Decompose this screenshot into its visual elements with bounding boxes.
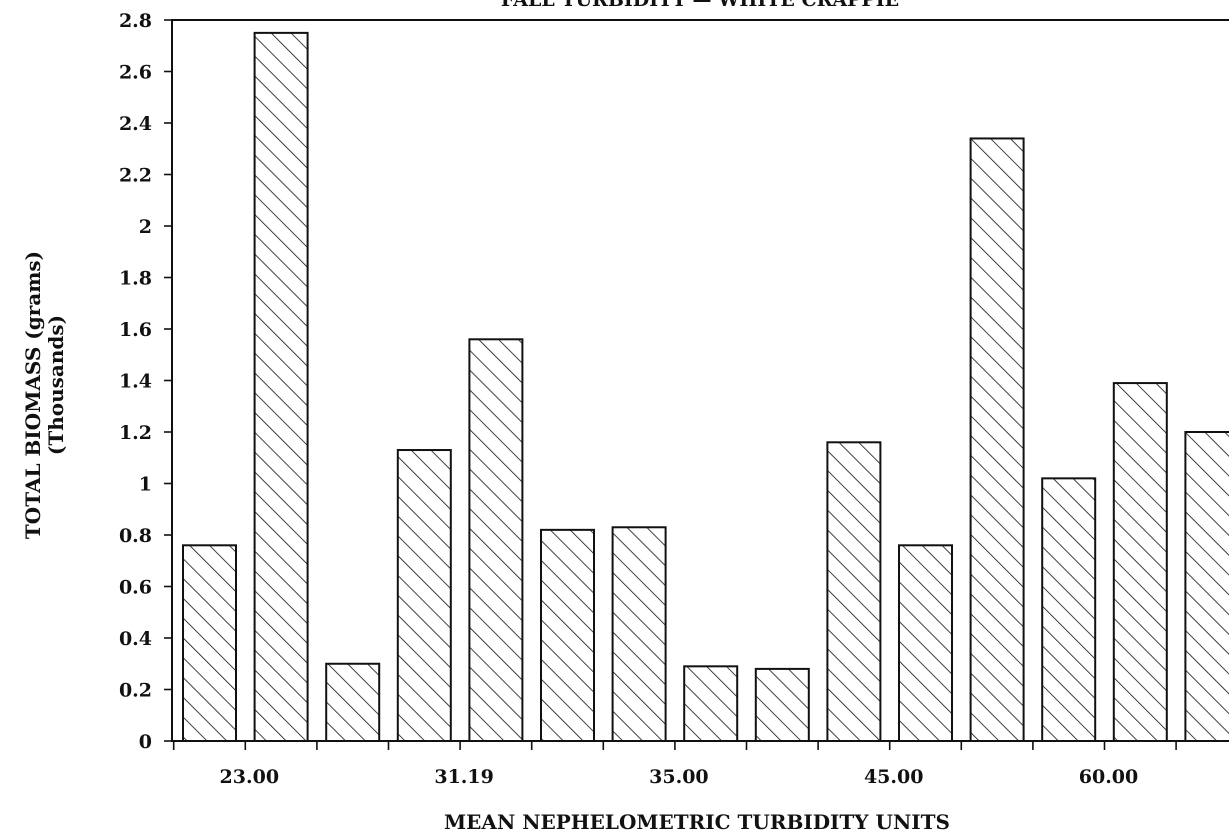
bar (611, 526, 667, 743)
y-tick-label: 1 (139, 474, 152, 496)
bar (1184, 431, 1229, 742)
y-tick-label: 2.2 (119, 165, 152, 187)
y-tick-label: 1.6 (119, 319, 152, 341)
y-tick-label: 2 (139, 216, 152, 238)
bar (253, 31, 309, 742)
y-axis-ticks: 0 0.2 0.4 0.6 0.8 1 1.2 1.4 1.6 1.8 2 2.2 2.4 2.6 2.8 (119, 10, 172, 753)
y-axis-title: TOTAL BIOMASS (grams) (21, 251, 45, 539)
y-tick-label: 2.6 (119, 62, 152, 84)
y-tick-label: 1.8 (119, 268, 152, 290)
bar (683, 665, 739, 743)
bar (396, 449, 452, 742)
chart-title: FALL TURBIDITY — WHITE CRAPPIE (501, 0, 899, 11)
bar (898, 544, 953, 742)
x-axis-title: MEAN NEPHELOMETRIC TURBIDITY UNITS (444, 810, 950, 834)
x-tick-label: 45.00 (864, 766, 924, 788)
bar (182, 544, 237, 742)
y-tick-label: 0.4 (119, 628, 152, 650)
y-tick-label: 0 (139, 731, 152, 753)
y-tick-label: 0.6 (119, 577, 152, 599)
y-tick-label: 2.8 (119, 10, 152, 32)
y-tick-label: 2.4 (119, 113, 152, 135)
y-tick-label: 1.2 (119, 422, 152, 444)
bar (1041, 477, 1097, 742)
y-axis-subtitle: (Thousands) (44, 315, 68, 455)
y-tick-label: 0.2 (119, 680, 152, 702)
x-tick-label: 35.00 (649, 766, 709, 788)
x-tick-label: 60.00 (1079, 766, 1139, 788)
x-tick-label: 23.00 (220, 766, 280, 788)
y-tick-label: 0.8 (119, 525, 152, 547)
bar (754, 667, 810, 743)
bar (969, 137, 1025, 742)
bar (1112, 382, 1168, 742)
x-axis-ticks: 23.00 31.19 35.00 45.00 60.00 (172, 741, 1177, 788)
bar (325, 662, 381, 742)
bar (540, 528, 595, 742)
plot-frame (171, 19, 1229, 742)
x-tick-label: 31.19 (434, 766, 494, 788)
bar (826, 441, 882, 742)
bars (182, 31, 1229, 743)
bar (468, 338, 524, 742)
y-tick-label: 1.4 (119, 371, 152, 393)
